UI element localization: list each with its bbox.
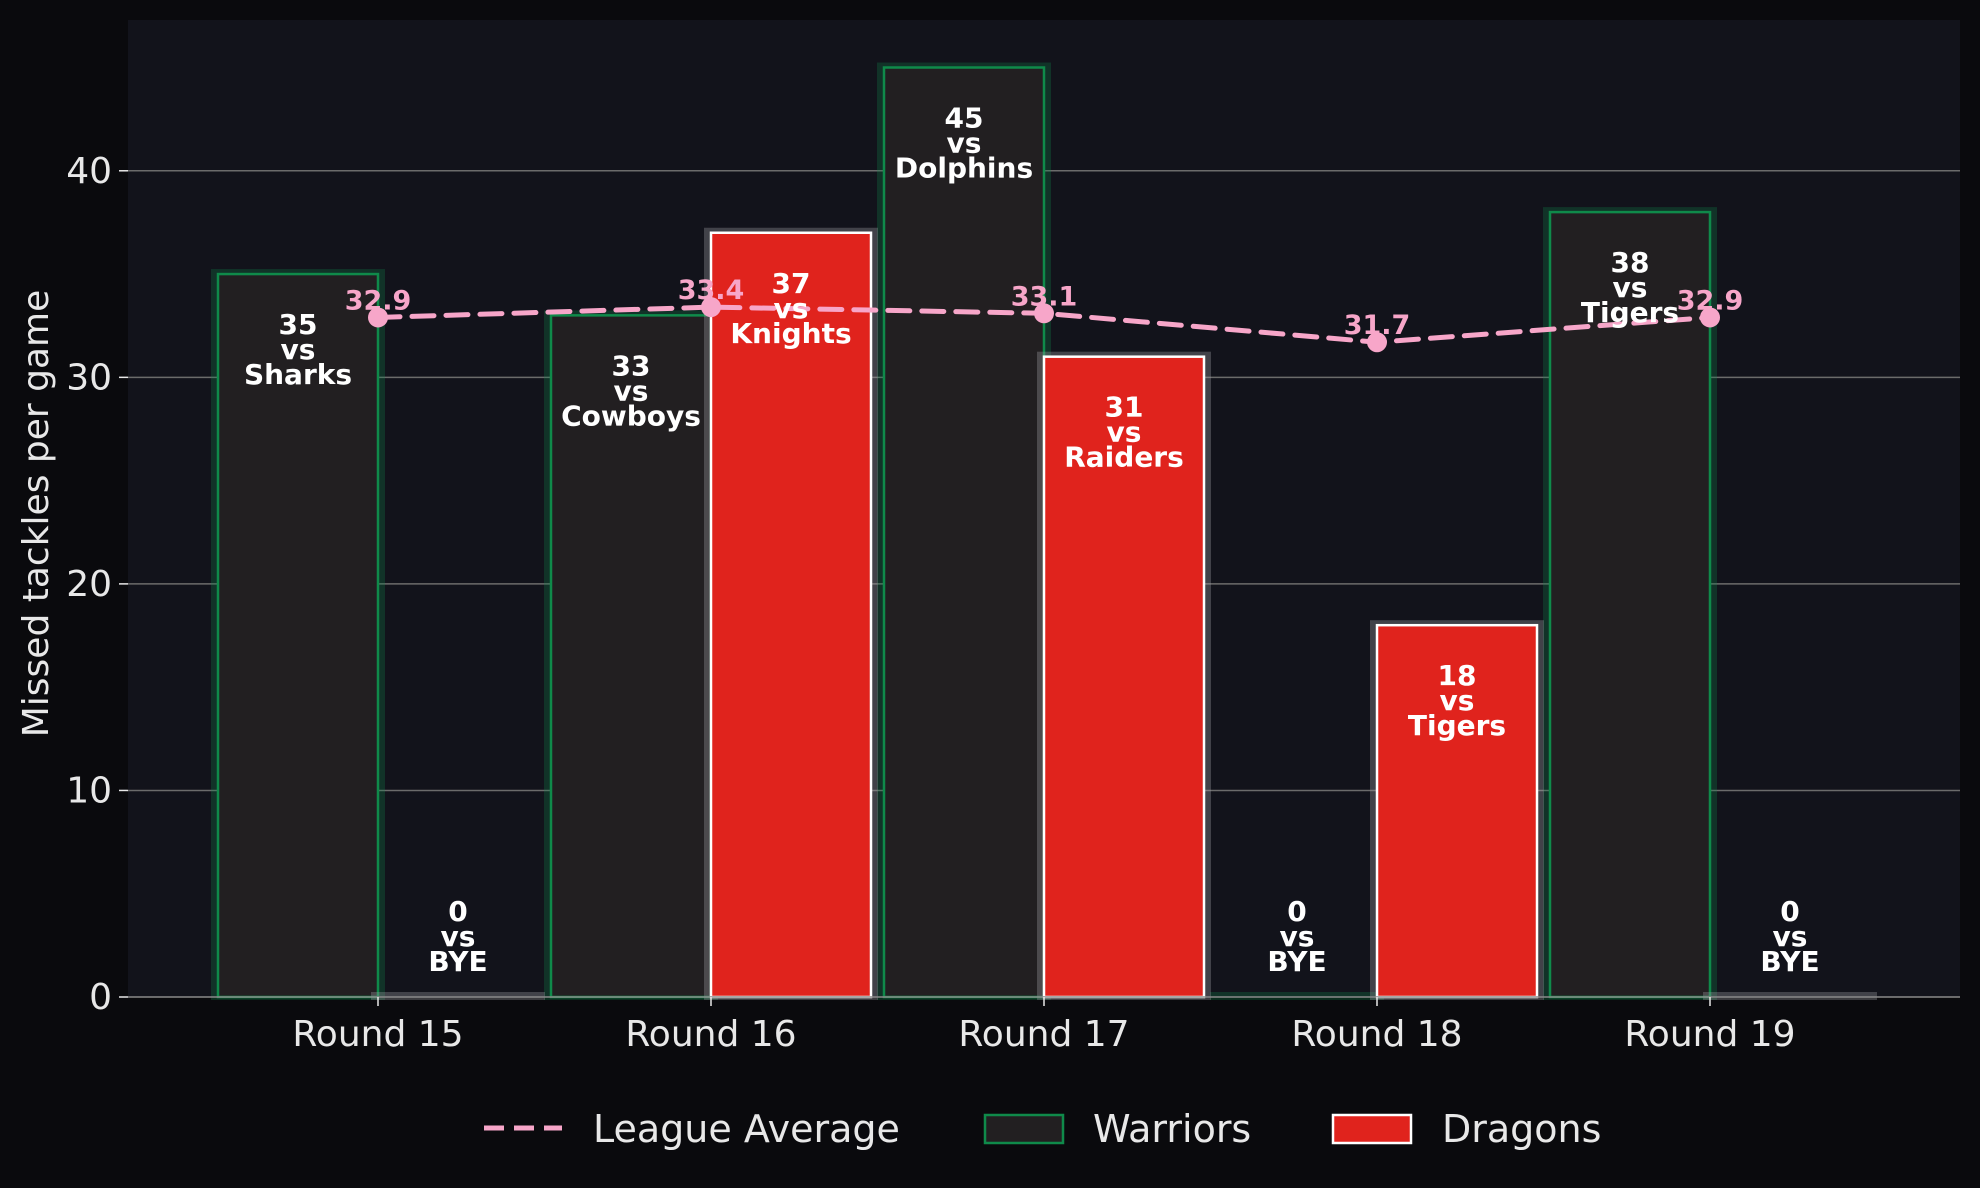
bar-vs-label: vs bbox=[441, 920, 476, 953]
bar-vs-label: vs bbox=[1613, 271, 1648, 304]
bar-opponent-label: Sharks bbox=[244, 358, 352, 391]
x-tick-label: Round 18 bbox=[1291, 1014, 1462, 1055]
bar-dragons bbox=[1375, 623, 1539, 999]
bar-opponent-label: BYE bbox=[1267, 945, 1326, 978]
x-tick-label: Round 19 bbox=[1624, 1014, 1795, 1055]
bar-vs-label: vs bbox=[947, 127, 982, 160]
y-tick-label: 0 bbox=[89, 977, 112, 1018]
y-axis-title: Missed tackles per game bbox=[16, 290, 57, 738]
league-average-point bbox=[368, 307, 388, 328]
legend-label: League Average bbox=[593, 1107, 900, 1151]
bar-value-label: 45 bbox=[945, 102, 984, 135]
bar-vs-label: vs bbox=[774, 292, 809, 325]
bar-opponent-label: Knights bbox=[730, 317, 851, 350]
league-average-line: 32.9 33.4 33.1 31.7 32.9 bbox=[345, 275, 1744, 353]
bar-vs-label: vs bbox=[1773, 920, 1808, 953]
bar-vs-label: vs bbox=[1107, 416, 1142, 449]
bar-value-label: 18 bbox=[1438, 659, 1477, 692]
bar-opponent-label: BYE bbox=[428, 945, 487, 978]
y-tick-label: 40 bbox=[66, 151, 112, 192]
bar-value-label: 35 bbox=[279, 308, 318, 341]
bar-opponent-label: Raiders bbox=[1064, 441, 1184, 474]
bar-vs-label: vs bbox=[1440, 684, 1475, 717]
bar-vs-label: vs bbox=[281, 333, 316, 366]
legend-swatch-warriors bbox=[983, 1113, 1065, 1145]
x-tick-label: Round 17 bbox=[958, 1014, 1129, 1055]
league-average-value-label: 33.4 bbox=[678, 275, 745, 306]
league-average-value-label: 32.9 bbox=[345, 285, 412, 316]
league-average-point bbox=[1367, 332, 1387, 353]
bar-value-label: 0 bbox=[1780, 895, 1799, 928]
league-average-value-label: 32.9 bbox=[1677, 285, 1744, 316]
bar-value-label: 0 bbox=[448, 895, 467, 928]
bar-opponent-label: BYE bbox=[1760, 945, 1819, 978]
bar-opponent-label: Dolphins bbox=[895, 152, 1033, 185]
legend: League Average Warriors Dragons bbox=[484, 1107, 1601, 1151]
league-average-value-label: 33.1 bbox=[1011, 281, 1078, 312]
league-average-point bbox=[1700, 307, 1720, 328]
bar-dragons bbox=[1042, 355, 1206, 999]
league-average-point bbox=[1034, 303, 1054, 324]
bar-value-label: 37 bbox=[772, 267, 811, 300]
y-tick-label: 20 bbox=[66, 564, 112, 605]
y-tick-label: 30 bbox=[66, 357, 112, 398]
bar-warriors bbox=[1548, 210, 1712, 999]
legend-label: Warriors bbox=[1093, 1107, 1251, 1151]
bar-value-label: 38 bbox=[1611, 246, 1650, 279]
bar-vs-label: vs bbox=[614, 374, 649, 407]
league-average-point bbox=[701, 297, 721, 318]
bar-value-label: 31 bbox=[1105, 391, 1144, 424]
bar-opponent-label: Tigers bbox=[1408, 709, 1506, 742]
bar-opponent-label: Cowboys bbox=[561, 399, 701, 432]
y-tick-label: 10 bbox=[66, 770, 112, 811]
league-average-value-label: 31.7 bbox=[1344, 310, 1411, 341]
y-axis-ticks: 0 10 20 30 40 bbox=[66, 151, 128, 1018]
legend-swatch-dragons bbox=[1331, 1113, 1413, 1145]
bar-vs-label: vs bbox=[1280, 920, 1315, 953]
x-tick-label: Round 15 bbox=[292, 1014, 463, 1055]
x-tick-label: Round 16 bbox=[625, 1014, 796, 1055]
bar-opponent-label: Tigers bbox=[1581, 296, 1679, 329]
legend-label: Dragons bbox=[1442, 1107, 1601, 1151]
bar-value-label: 0 bbox=[1287, 895, 1306, 928]
bar-value-label: 33 bbox=[612, 349, 651, 382]
bar-warriors bbox=[882, 66, 1046, 999]
x-axis-ticks: Round 15 Round 16 Round 17 Round 18 Round 19 bbox=[292, 997, 1796, 1055]
